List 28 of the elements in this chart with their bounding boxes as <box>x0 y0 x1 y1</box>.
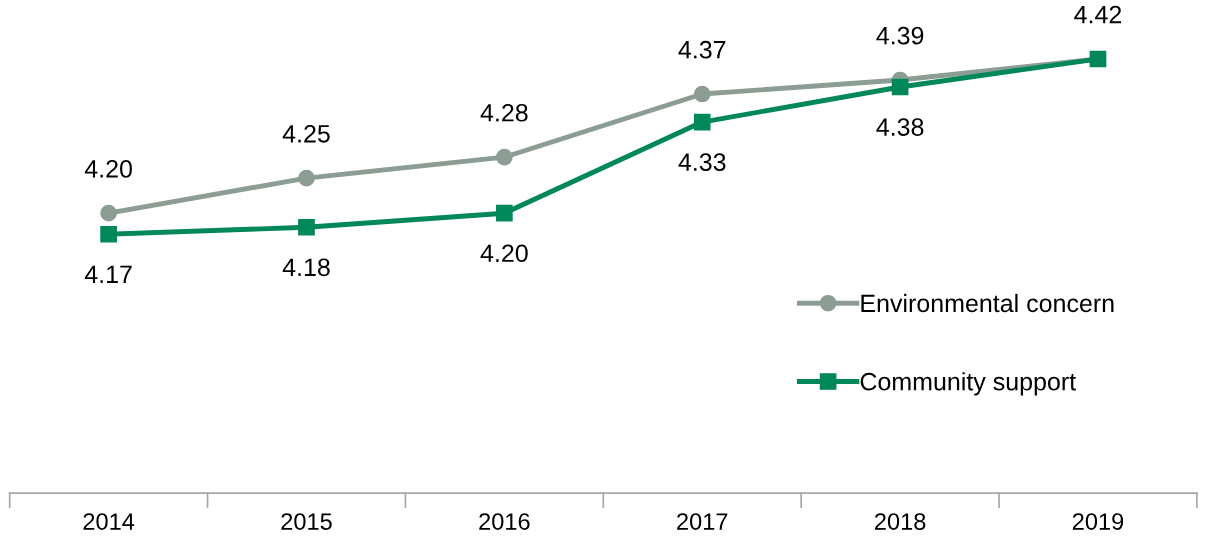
data-label: 4.28 <box>480 103 528 122</box>
data-label: 4.20 <box>84 160 132 178</box>
point <box>298 218 315 236</box>
x-tick-label: 2014 <box>83 513 135 530</box>
legend-label: Environmental concern <box>861 293 1114 313</box>
x-tick-label: 2019 <box>1072 513 1124 530</box>
data-label: 4.42 <box>1074 5 1122 24</box>
data-label: 4.37 <box>678 40 726 59</box>
x-tick-label: 2015 <box>281 513 332 530</box>
data-label: 4.33 <box>678 153 726 171</box>
point <box>100 225 117 243</box>
x-tick-label: 2017 <box>677 513 728 530</box>
point <box>496 204 513 222</box>
point <box>100 204 117 222</box>
data-label: 4.39 <box>876 26 924 45</box>
data-label: 4.18 <box>282 258 330 277</box>
data-label: 4.38 <box>876 118 924 136</box>
point <box>891 78 909 96</box>
x-tick-label: 2018 <box>875 513 926 530</box>
point <box>693 113 711 131</box>
x-tick-label: 2016 <box>479 513 530 530</box>
point <box>693 85 711 103</box>
data-label: 4.20 <box>480 244 528 263</box>
legend-label: Community support <box>860 372 1076 396</box>
data-label: 4.25 <box>282 124 330 143</box>
point <box>298 169 315 187</box>
point <box>496 148 513 166</box>
data-label: 4.17 <box>84 265 132 283</box>
